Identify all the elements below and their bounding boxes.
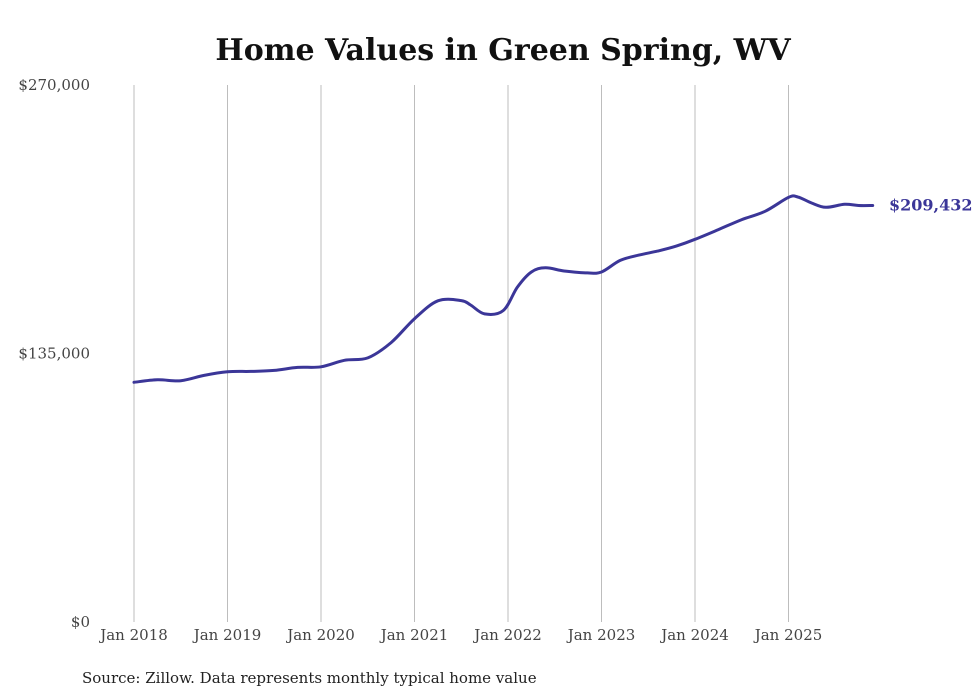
y-axis-ticks: $0 $135,000 $270,000 [18,76,90,631]
grid-lines [133,85,789,622]
x-tick-label: Jan 2019 [192,626,262,644]
x-tick-label: Jan 2025 [753,626,823,644]
series-line [132,194,875,384]
x-tick-label: Jan 2023 [566,626,636,644]
end-value-label: $209,432 [889,196,973,215]
x-axis-ticks: Jan 2018 Jan 2019 Jan 2020 Jan 2021 Jan 2022… [98,626,822,644]
y-tick-label: $135,000 [18,345,90,363]
x-tick-label: Jan 2022 [472,626,542,644]
x-tick-label: Jan 2020 [285,626,355,644]
y-tick-label: $270,000 [18,76,90,94]
x-tick-label: Jan 2021 [379,626,449,644]
source-note: Source: Zillow. Data represents monthly … [82,669,537,687]
x-tick-label: Jan 2018 [98,626,168,644]
y-tick-label: $0 [71,613,90,631]
x-tick-label: Jan 2024 [659,626,729,644]
chart-title: Home Values in Green Spring, WV [215,33,791,68]
series-layer [132,194,875,384]
